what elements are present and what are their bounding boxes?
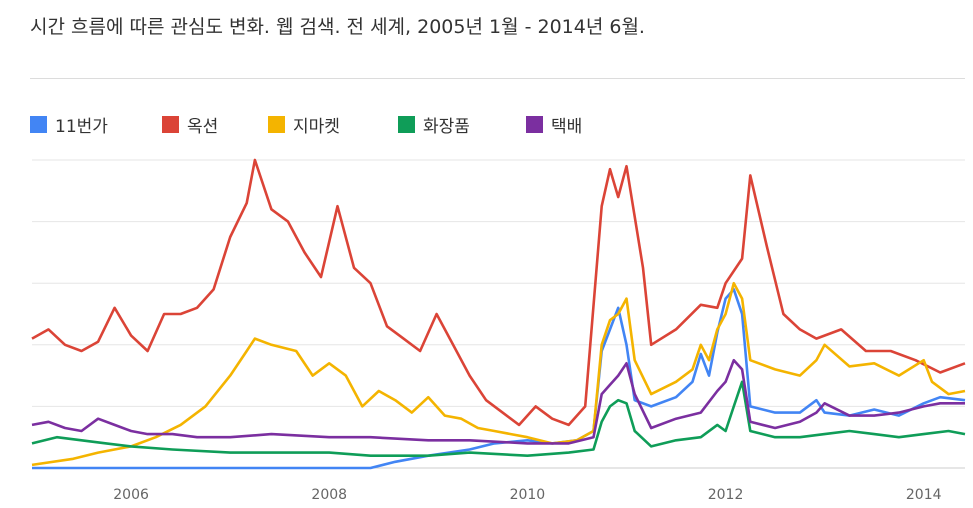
legend-swatch-11st xyxy=(30,116,47,133)
legend-item-gmarket[interactable]: 지마켓 xyxy=(268,112,340,137)
x-tick-label: 2010 xyxy=(510,487,546,503)
legend-swatch-gmarket xyxy=(268,116,285,133)
legend-label-auction: 옥션 xyxy=(187,117,219,137)
x-axis: 2006 2008 2010 2012 2014 xyxy=(113,487,941,503)
legend-swatch-auction xyxy=(162,116,179,133)
legend-item-11st[interactable]: 11번가 xyxy=(30,112,108,137)
x-tick-label: 2006 xyxy=(113,487,149,503)
series-line-1 xyxy=(31,158,966,427)
legend-label-gmarket: 지마켓 xyxy=(293,117,340,137)
series-line-3 xyxy=(31,380,966,457)
legend-label-cosmetics: 화장품 xyxy=(423,117,470,137)
series-line-4 xyxy=(31,358,965,445)
legend-label-11st: 11번가 xyxy=(55,117,108,137)
x-tick-label: 2014 xyxy=(906,487,942,503)
chart-title: 시간 흐름에 따른 관심도 변화. 웹 검색. 전 세계, 2005년 1월 -… xyxy=(30,16,645,38)
legend-item-cosmetics[interactable]: 화장품 xyxy=(398,112,470,137)
title-divider xyxy=(30,78,965,79)
legend-swatch-delivery xyxy=(526,116,543,133)
series-line-0 xyxy=(32,288,966,470)
series-line-2 xyxy=(31,281,966,467)
x-tick-label: 2012 xyxy=(708,487,744,503)
series-layer xyxy=(31,158,966,470)
grid-lines xyxy=(32,159,965,469)
legend-item-auction[interactable]: 옥션 xyxy=(162,112,218,137)
legend-label-delivery: 택배 xyxy=(551,117,583,137)
x-tick-label: 2008 xyxy=(311,487,347,503)
legend-item-delivery[interactable]: 택배 xyxy=(526,112,582,137)
legend-swatch-cosmetics xyxy=(398,116,415,133)
